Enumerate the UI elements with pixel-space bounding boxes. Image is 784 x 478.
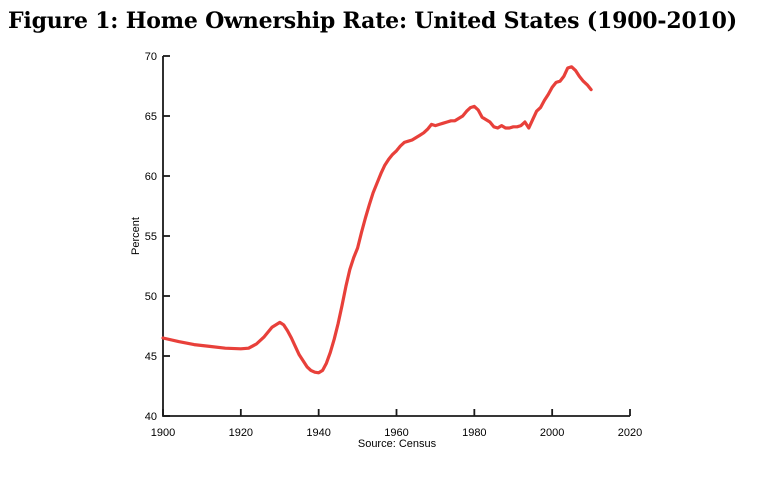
- x-tick-label: 1980: [462, 427, 486, 439]
- home-ownership-rate-line: [161, 65, 593, 375]
- y-tick-label: 60: [145, 171, 157, 183]
- chart-axes-group: 40 45 50 55 60 65 70 1900 1920 1940 1960 1980 2000 20…: [145, 51, 642, 439]
- x-tick-label: 1900: [151, 427, 175, 439]
- y-tick-label: 55: [145, 231, 157, 243]
- y-tick-label: 65: [145, 111, 157, 123]
- source-note: Source: Census: [358, 438, 437, 450]
- y-tick-label: 50: [145, 291, 157, 303]
- x-tick-label: 1920: [229, 427, 253, 439]
- x-tick-label: 1940: [306, 427, 330, 439]
- y-tick-label: 70: [145, 51, 157, 63]
- axis-spines: [162, 56, 630, 417]
- x-tick-label: 2020: [618, 427, 642, 439]
- y-axis-title: Percent: [130, 217, 142, 255]
- figure-title: Figure 1: Home Ownership Rate: United St…: [8, 8, 737, 34]
- x-tick-label: 1960: [384, 427, 408, 439]
- y-tick-label: 45: [145, 351, 157, 363]
- x-tick-label: 2000: [540, 427, 564, 439]
- chart-line-group: [161, 65, 593, 375]
- y-tick-label: 40: [145, 411, 157, 423]
